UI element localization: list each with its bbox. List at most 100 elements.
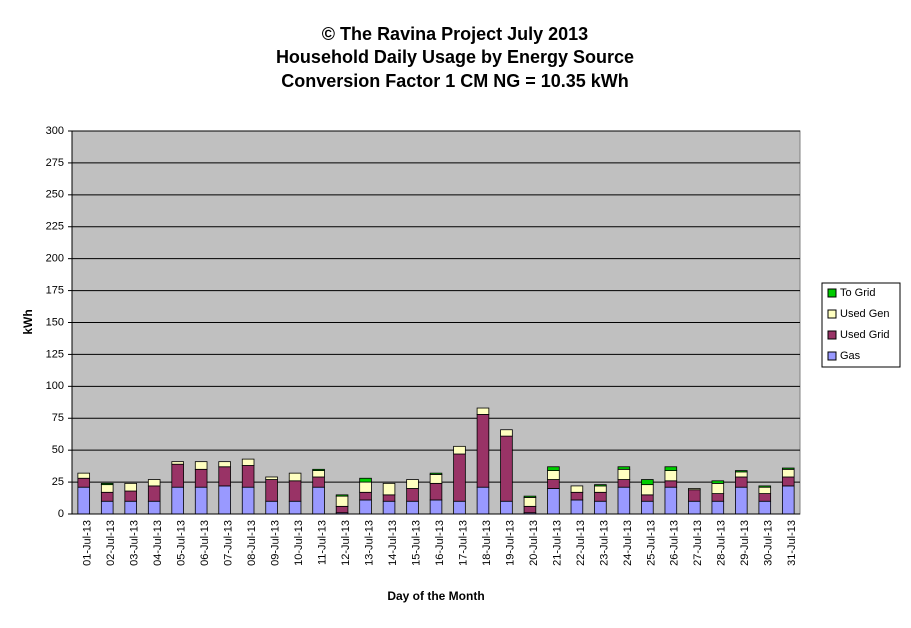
y-axis-label: kWh: [21, 309, 35, 334]
x-tick-label: 23-Jul-13: [598, 520, 610, 566]
bar-segment: [312, 470, 325, 478]
bar-segment: [617, 468, 631, 480]
bar-segment: [735, 470, 748, 473]
legend-swatch: [827, 309, 837, 319]
bar-segment: [100, 484, 114, 493]
bar-segment: [758, 486, 772, 494]
bar-segment: [453, 445, 466, 455]
bar-segment: [711, 500, 725, 515]
legend-label: Used Grid: [840, 329, 890, 341]
y-tick-label: 0: [58, 508, 64, 520]
bar-segment: [711, 480, 725, 484]
x-tick-label: 29-Jul-13: [739, 520, 751, 566]
y-tick-label: 25: [52, 476, 64, 488]
bar-segment: [523, 495, 537, 498]
bar-segment: [312, 486, 325, 515]
chart-title: Household Daily Usage by Energy Source: [276, 47, 634, 67]
bar-segment: [359, 491, 372, 501]
bar-segment: [312, 468, 325, 471]
x-tick-label: 31-Jul-13: [786, 520, 798, 566]
bar-segment: [476, 486, 490, 515]
bar-segment: [641, 494, 654, 502]
bar-segment: [429, 499, 443, 515]
y-tick-label: 150: [46, 316, 64, 328]
bar-segment: [641, 484, 654, 496]
x-tick-label: 30-Jul-13: [763, 520, 775, 566]
y-tick-label: 175: [46, 284, 64, 296]
x-tick-label: 13-Jul-13: [363, 520, 375, 566]
bar-segment: [124, 500, 137, 515]
bar-segment: [194, 461, 208, 470]
bar-segment: [664, 466, 678, 471]
x-tick-label: 22-Jul-13: [575, 520, 587, 566]
bar-segment: [335, 495, 349, 507]
bar-segment: [500, 500, 513, 515]
y-tick-label: 225: [46, 221, 64, 233]
bar-segment: [781, 476, 795, 487]
y-tick-label: 300: [46, 125, 64, 137]
bar-segment: [781, 485, 795, 515]
x-tick-label: 17-Jul-13: [457, 520, 469, 566]
legend-swatch: [827, 330, 837, 340]
bar-segment: [735, 476, 748, 488]
legend-swatch: [827, 351, 837, 361]
legend-label: Used Gen: [840, 308, 890, 320]
bar-segment: [288, 480, 302, 502]
bar-segment: [335, 494, 349, 497]
bar-segment: [500, 429, 513, 437]
x-tick-label: 01-Jul-13: [82, 520, 94, 566]
y-tick-label: 200: [46, 253, 64, 265]
bar-segment: [688, 500, 701, 515]
bar-segment: [594, 500, 607, 515]
bar-segment: [476, 407, 490, 415]
legend-label: To Grid: [840, 287, 875, 299]
bar-segment: [641, 479, 654, 486]
bar-segment: [265, 479, 278, 502]
x-tick-label: 02-Jul-13: [105, 520, 117, 566]
bar-segment: [171, 463, 184, 488]
bar-segment: [147, 500, 161, 515]
bar-segment: [194, 486, 208, 515]
bar-segment: [406, 488, 419, 502]
x-tick-label: 08-Jul-13: [246, 520, 258, 566]
y-tick-label: 50: [52, 444, 64, 456]
x-tick-label: 18-Jul-13: [481, 520, 493, 566]
bar-segment: [641, 500, 654, 515]
bar-segment: [312, 476, 325, 488]
x-tick-label: 11-Jul-13: [316, 520, 328, 565]
bar-segment: [406, 479, 419, 489]
bar-segment: [100, 482, 114, 486]
bar-segment: [735, 486, 748, 515]
x-tick-label: 20-Jul-13: [528, 520, 540, 566]
bar-segment: [429, 482, 443, 501]
bar-segment: [523, 505, 537, 514]
bar-segment: [758, 485, 772, 488]
bar-segment: [77, 477, 91, 488]
bar-segment: [218, 466, 231, 487]
bar-segment: [241, 458, 255, 466]
y-tick-label: 75: [52, 412, 64, 424]
x-tick-label: 19-Jul-13: [504, 520, 516, 566]
bar-segment: [218, 461, 231, 468]
bar-segment: [147, 485, 161, 502]
bar-segment: [453, 453, 466, 502]
bar-segment: [429, 474, 443, 484]
bar-segment: [664, 486, 678, 515]
y-tick-label: 250: [46, 189, 64, 201]
bar-segment: [100, 491, 114, 502]
bar-segment: [124, 482, 137, 492]
bar-segment: [382, 482, 396, 496]
legend-label: Gas: [840, 350, 861, 362]
bar-segment: [570, 499, 584, 515]
x-axis-label: Day of the Month: [387, 589, 484, 603]
bar-segment: [711, 493, 725, 502]
legend-swatch: [827, 288, 837, 298]
bar-segment: [476, 414, 490, 488]
bar-segment: [359, 481, 372, 493]
bar-segment: [218, 485, 231, 515]
bar-segment: [382, 500, 396, 515]
bar-segment: [735, 471, 748, 478]
x-tick-label: 21-Jul-13: [551, 520, 563, 566]
bar-segment: [688, 489, 701, 502]
bar-segment: [547, 466, 560, 471]
